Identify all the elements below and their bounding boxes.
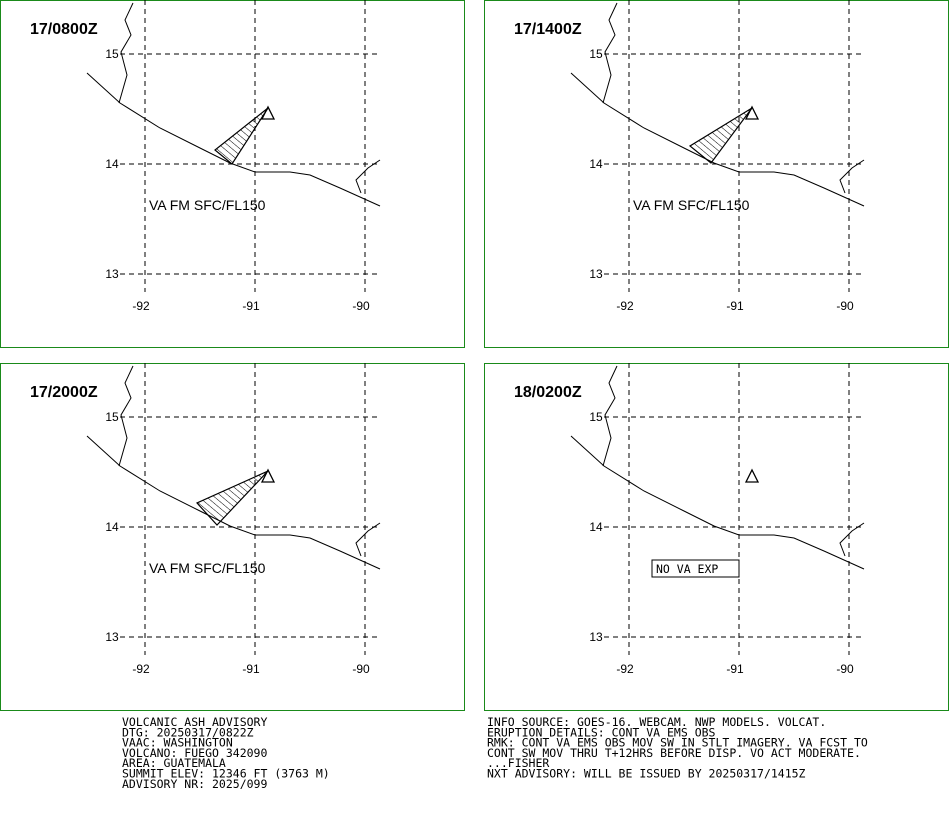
lat-label: 14 (589, 520, 603, 534)
advisory-line: INFO SOURCE: GOES-16. WEBCAM. NWP MODELS… (487, 715, 826, 729)
lon-label: -92 (132, 662, 150, 676)
lon-label: -92 (132, 299, 150, 313)
advisory-line: SUMMIT ELEV: 12346 FT (3763 M) (122, 767, 330, 781)
panel-label: NO VA EXP (656, 562, 718, 576)
border (355, 522, 381, 557)
border (355, 159, 381, 194)
volcano (260, 105, 276, 120)
lat-label: 15 (105, 47, 119, 61)
lat-label: 13 (105, 630, 119, 644)
advisory-line: ERUPTION DETAILS: CONT VA EMS OBS (487, 725, 716, 739)
lon-label: -91 (726, 662, 744, 676)
coastline (86, 72, 381, 207)
lon-label: -90 (352, 662, 370, 676)
panel-title: 17/0800Z (30, 21, 98, 38)
border (839, 159, 865, 194)
panel-border (484, 363, 949, 711)
border (839, 522, 865, 557)
advisory-line: VAAC: WASHINGTON (122, 736, 233, 750)
lat-label: 13 (105, 267, 119, 281)
panel-label: VA FM SFC/FL150 (149, 560, 266, 576)
ash-area (688, 107, 753, 164)
advisory-line: RMK: CONT VA EMS OBS MOV SW IN STLT IMAG… (487, 736, 868, 750)
panel-border (0, 363, 465, 711)
volcano (744, 468, 760, 483)
lat-label: 14 (105, 157, 119, 171)
lon-label: -92 (616, 299, 634, 313)
lat-label: 14 (105, 520, 119, 534)
panel-border (0, 0, 465, 348)
lat-label: 15 (105, 410, 119, 424)
advisory-line: VOLCANIC ASH ADVISORY (122, 715, 267, 729)
map-panel: 15 14 13 -92 -91 -90 17/1400Z VA FM SFC/FL150 (484, 0, 949, 348)
panel-title: 18/0200Z (514, 384, 582, 401)
lat-label: 15 (589, 410, 603, 424)
volcano (260, 468, 276, 483)
lat-label: 13 (589, 630, 603, 644)
lon-label: -90 (836, 299, 854, 313)
lon-label: -91 (726, 299, 744, 313)
ash-area (196, 470, 269, 526)
coastline (86, 435, 381, 570)
map-panel: 15 14 13 -92 -91 -90 18/0200Z NO VA EXP (484, 363, 949, 711)
lon-label: -92 (616, 662, 634, 676)
label-box (651, 559, 740, 578)
lat-label: 15 (589, 47, 603, 61)
panel-label: VA FM SFC/FL150 (149, 197, 266, 213)
border (118, 365, 134, 467)
volcano (744, 105, 760, 120)
map-panel: 15 14 13 -92 -91 -90 17/2000Z VA FM SFC/FL150 (0, 363, 465, 711)
border (118, 2, 134, 104)
lon-label: -90 (352, 299, 370, 313)
coastline (570, 435, 865, 570)
lon-label: -91 (242, 662, 260, 676)
lat-label: 14 (589, 157, 603, 171)
lat-label: 13 (589, 267, 603, 281)
border (602, 2, 618, 104)
lon-label: -91 (242, 299, 260, 313)
advisory-line: AREA: GUATEMALA (122, 756, 226, 770)
advisory-line: NXT ADVISORY: WILL BE ISSUED BY 20250317… (487, 767, 806, 781)
map-panel: 15 14 13 -92 -91 -90 17/0800Z VA FM SFC/FL150 (0, 0, 465, 348)
ash-area (214, 107, 269, 165)
advisory-line: ...FISHER (487, 756, 549, 770)
panel-title: 17/1400Z (514, 21, 582, 38)
panel-title: 17/2000Z (30, 384, 98, 401)
advisory-line: DTG: 20250317/0822Z (122, 725, 254, 739)
lon-label: -90 (836, 662, 854, 676)
border (602, 365, 618, 467)
panel-label: VA FM SFC/FL150 (633, 197, 750, 213)
advisory-line: CONT SW MOV THRU T+12HRS BEFORE DISP. VO… (487, 746, 861, 760)
advisory-line: VOLCANO: FUEGO 342090 (122, 746, 267, 760)
panel-border (484, 0, 949, 348)
coastline (570, 72, 865, 207)
advisory-line: ADVISORY NR: 2025/099 (122, 777, 267, 791)
